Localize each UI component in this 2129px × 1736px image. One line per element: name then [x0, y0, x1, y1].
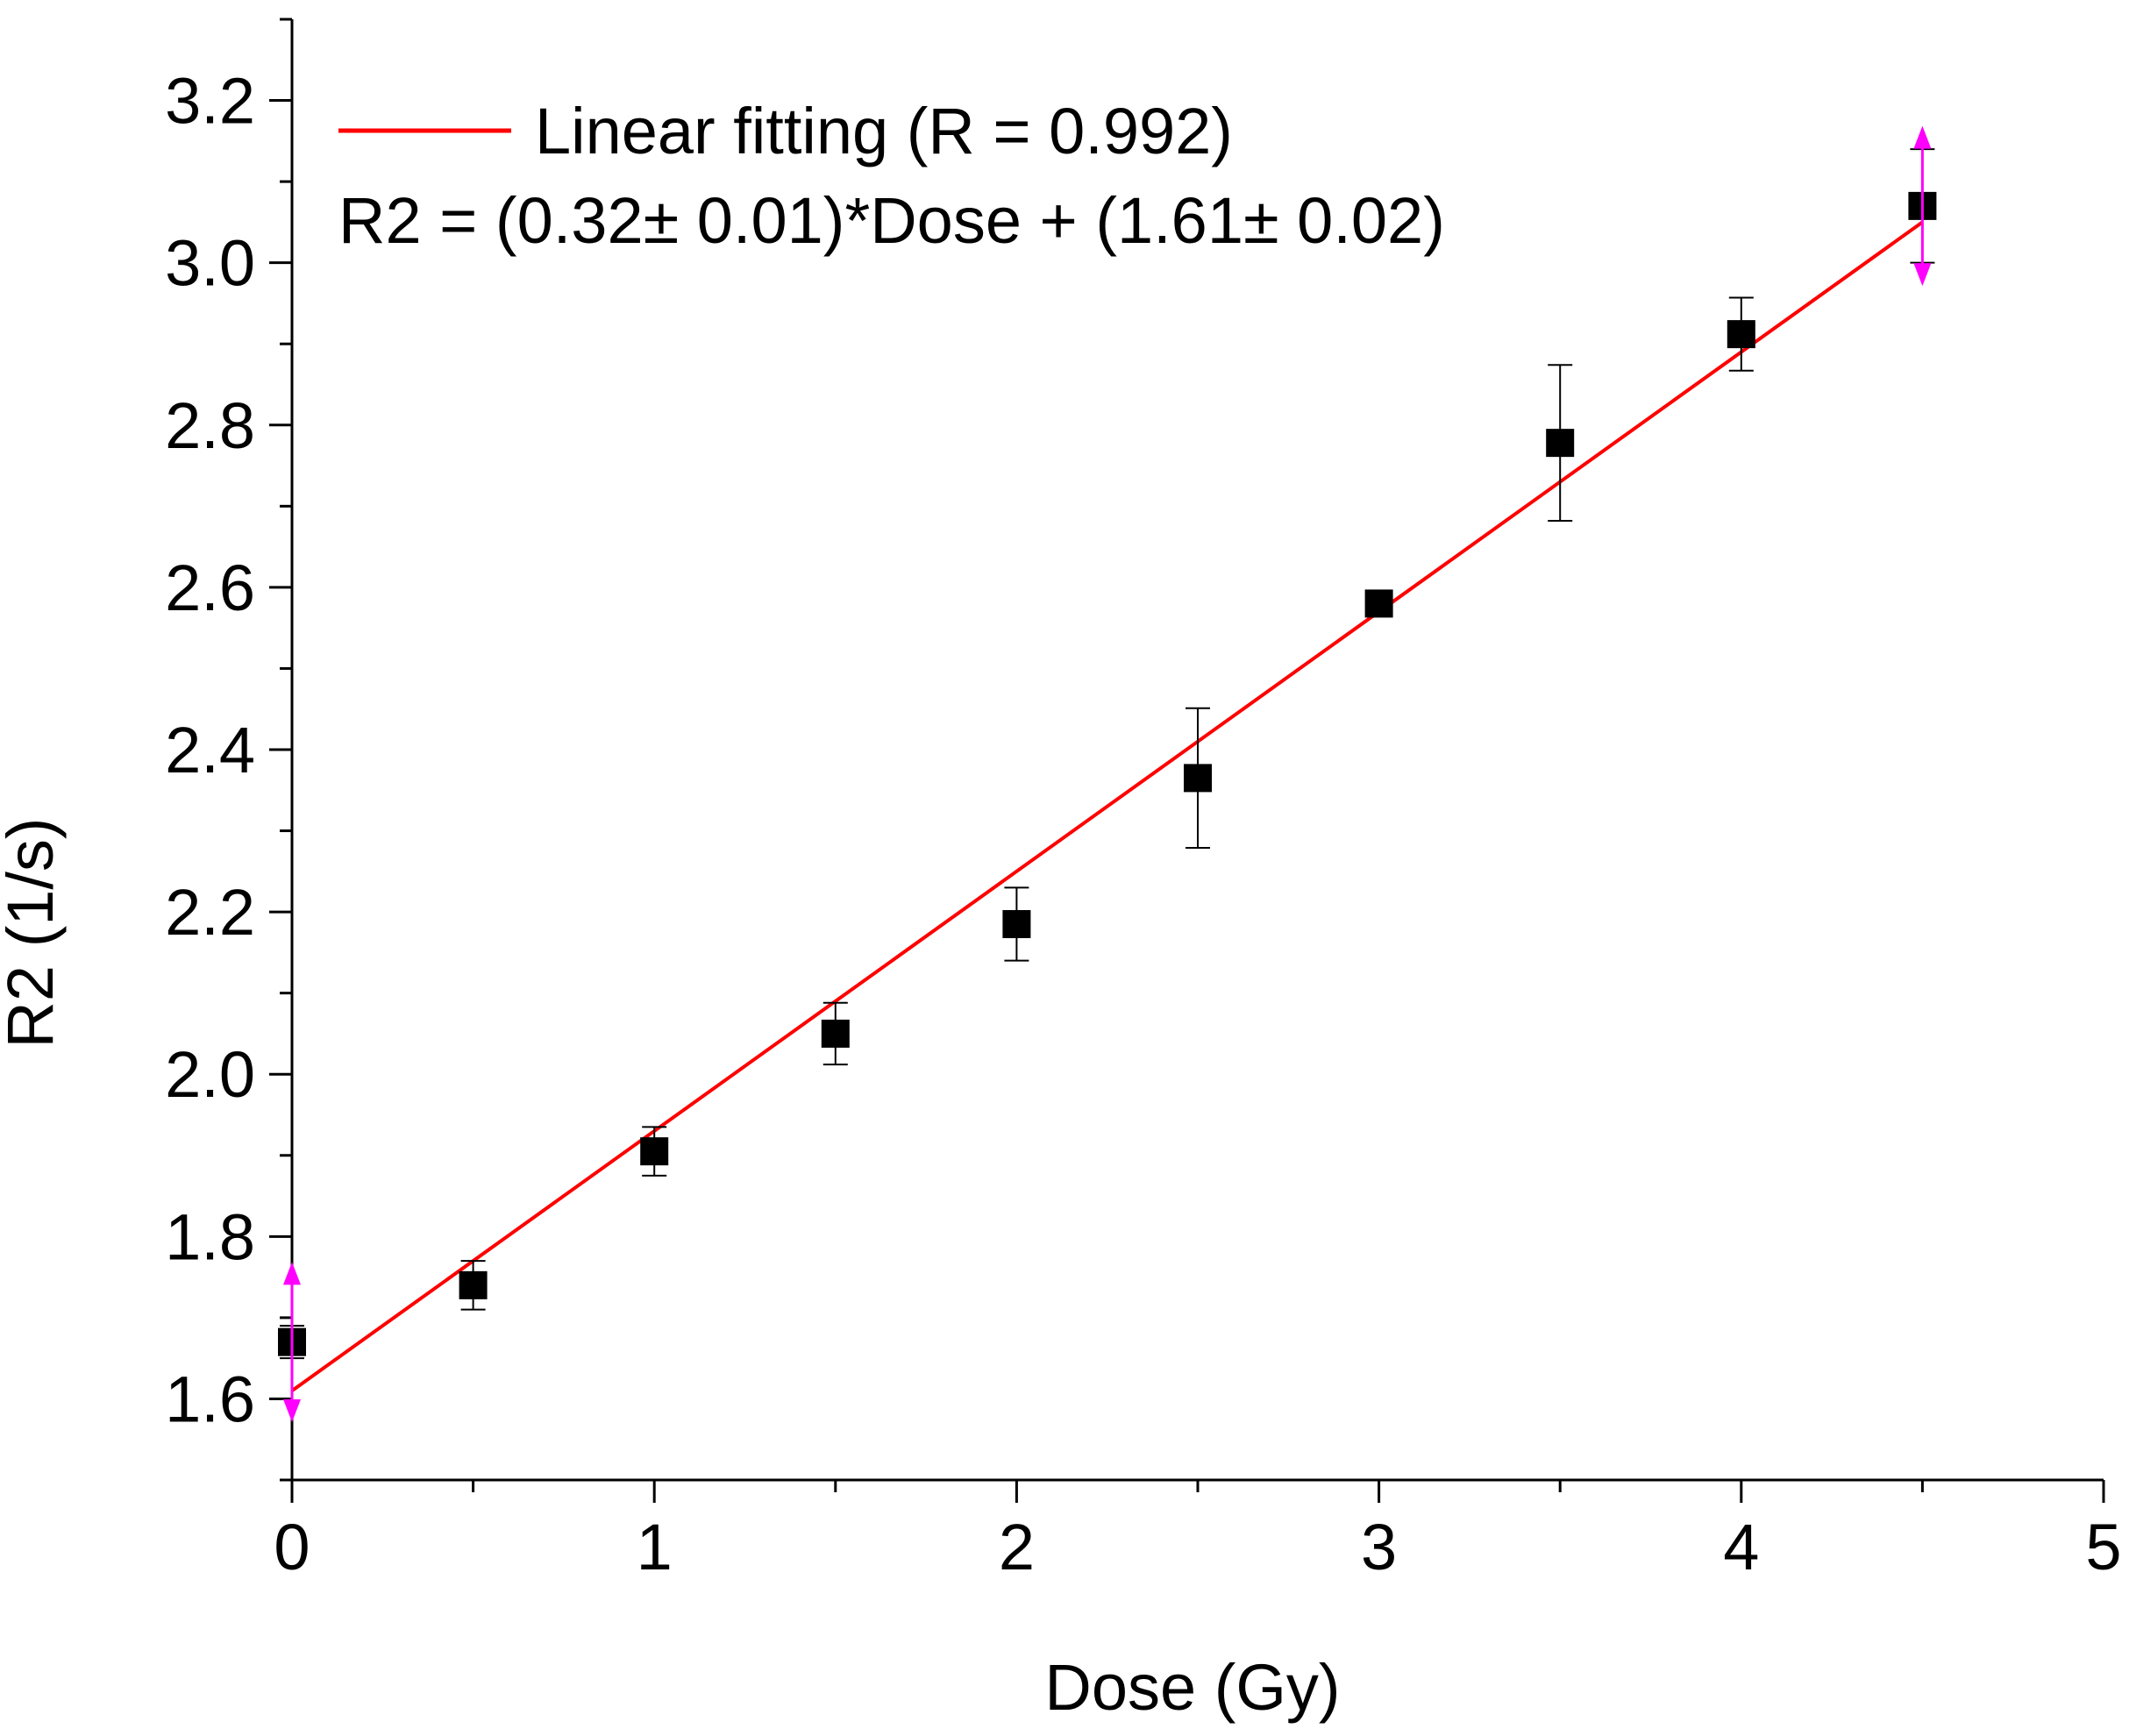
x-tick-label: 3: [1361, 1511, 1397, 1583]
x-tick-label: 5: [2085, 1511, 2121, 1583]
tick-labels: 0 1 2 3 4 5 1.6 1.8 2.0 2.2 2.4 2.6 2.8 3.0 3.2: [165, 65, 2121, 1583]
legend-line-label: Linear fitting (R = 0.992): [535, 95, 1233, 167]
y-tick-label: 3.2: [165, 65, 255, 138]
legend: Linear fitting (R = 0.992) R2 = (0.32± 0…: [338, 95, 1445, 257]
off-scale-down-arrow-icon: [283, 1398, 301, 1422]
x-tick-label: 2: [999, 1511, 1035, 1583]
legend-equation: R2 = (0.32± 0.01)*Dose + (1.61± 0.02): [338, 184, 1445, 257]
error-bars: [280, 148, 1935, 1360]
y-axis-title: R2 (1/s): [0, 817, 67, 1048]
y-tick-label: 2.4: [165, 714, 255, 786]
off-scale-down-arrow-icon: [1913, 263, 1932, 287]
y-tick-label: 2.0: [165, 1038, 255, 1111]
y-tick-label: 2.2: [165, 876, 255, 949]
axis-ticks: [269, 18, 2105, 1503]
data-point: [1546, 429, 1575, 458]
data-points: [278, 191, 1937, 1356]
y-tick-label: 1.8: [165, 1200, 255, 1273]
data-point: [1364, 589, 1393, 618]
y-tick-label: 3.0: [165, 227, 255, 300]
off-scale-up-arrow-icon: [1913, 125, 1932, 149]
x-tick-label: 1: [637, 1511, 673, 1583]
y-tick-label: 2.6: [165, 551, 255, 624]
x-tick-label: 0: [274, 1511, 310, 1583]
data-point: [459, 1270, 488, 1299]
x-axis-title: Dose (Gy): [1044, 1651, 1340, 1724]
data-point: [821, 1019, 850, 1048]
off-scale-markers: [283, 125, 1932, 1422]
off-scale-up-arrow-icon: [283, 1262, 301, 1285]
data-point: [640, 1137, 669, 1166]
y-tick-label: 1.6: [165, 1362, 255, 1435]
data-point: [1727, 320, 1755, 349]
data-point: [1184, 764, 1212, 793]
x-tick-label: 4: [1723, 1511, 1759, 1583]
fit-line: [290, 220, 1924, 1392]
data-point: [1002, 909, 1031, 938]
y-tick-label: 2.8: [165, 389, 255, 462]
fit-line-layer: [290, 220, 1924, 1392]
